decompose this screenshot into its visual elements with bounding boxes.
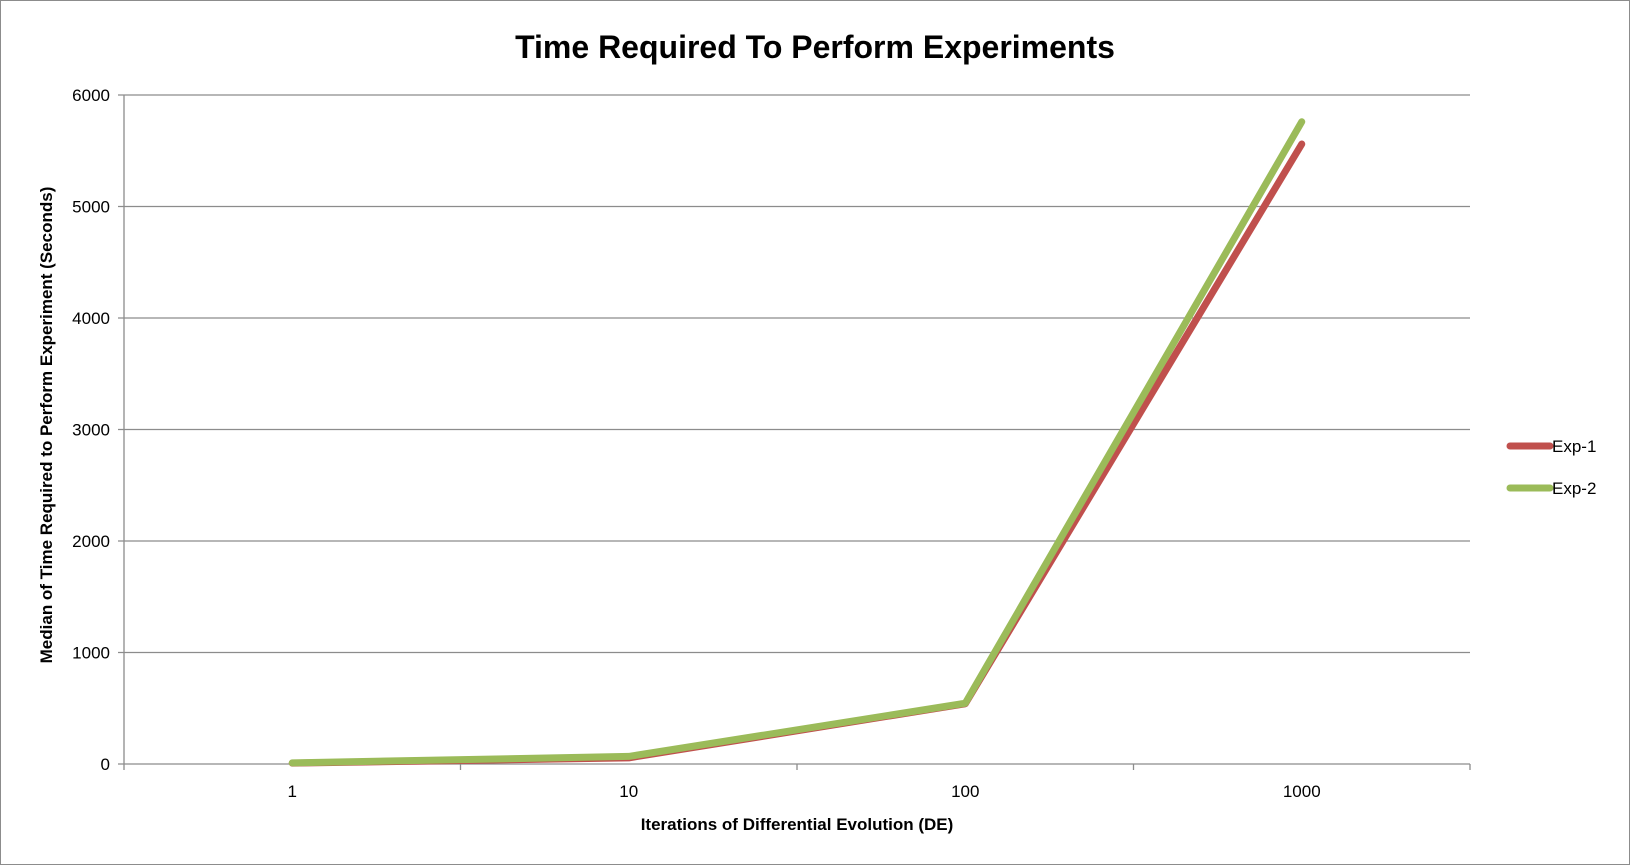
x-tick-label: 1 (288, 782, 297, 801)
chart-title: Time Required To Perform Experiments (515, 29, 1115, 65)
legend: Exp-1 Exp-2 (1506, 437, 1596, 498)
y-tick-label: 5000 (72, 198, 110, 217)
y-tick-label: 4000 (72, 309, 110, 328)
series-lines (288, 118, 1306, 767)
series-line-exp-1 (288, 140, 1306, 767)
x-tick-label: 100 (951, 782, 979, 801)
y-tick-label: 0 (101, 755, 110, 774)
y-tick-labels: 0 1000 2000 3000 4000 5000 6000 (72, 86, 110, 774)
x-tick-labels: 1 10 100 1000 (288, 782, 1321, 801)
y-tick-label: 1000 (72, 644, 110, 663)
y-tick-label: 6000 (72, 86, 110, 105)
legend-label: Exp-2 (1552, 479, 1596, 498)
series-line-exp-2 (288, 118, 1306, 767)
x-tick-label: 1000 (1283, 782, 1321, 801)
y-axis-title: Median of Time Required to Perform Exper… (37, 187, 56, 664)
y-tick-label: 2000 (72, 532, 110, 551)
x-tick-label: 10 (619, 782, 638, 801)
legend-label: Exp-1 (1552, 437, 1596, 456)
x-axis-title: Iterations of Differential Evolution (DE… (641, 815, 954, 834)
axes (123, 95, 1471, 770)
y-tick-label: 3000 (72, 421, 110, 440)
